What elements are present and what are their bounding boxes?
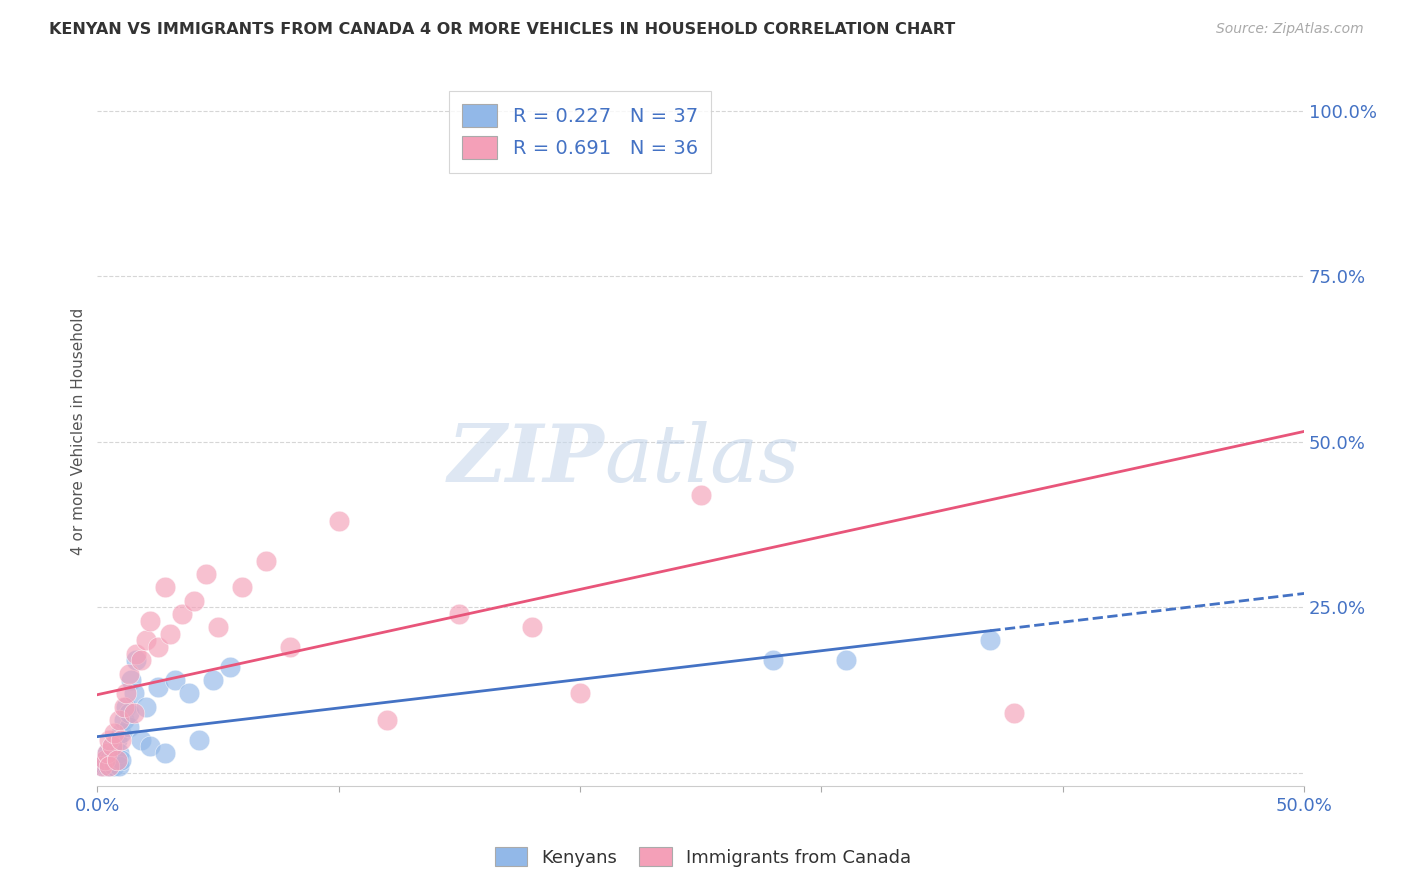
Point xyxy=(105,753,128,767)
Point xyxy=(96,746,118,760)
Point xyxy=(177,686,200,700)
Point xyxy=(163,673,186,688)
Point xyxy=(125,653,148,667)
Point xyxy=(762,653,785,667)
Text: ZIP: ZIP xyxy=(447,421,605,499)
Point xyxy=(231,581,253,595)
Point xyxy=(115,699,138,714)
Text: Source: ZipAtlas.com: Source: ZipAtlas.com xyxy=(1216,22,1364,37)
Point xyxy=(520,620,543,634)
Text: KENYAN VS IMMIGRANTS FROM CANADA 4 OR MORE VEHICLES IN HOUSEHOLD CORRELATION CHA: KENYAN VS IMMIGRANTS FROM CANADA 4 OR MO… xyxy=(49,22,956,37)
Point xyxy=(103,726,125,740)
Point xyxy=(98,732,121,747)
Point xyxy=(328,514,350,528)
Point xyxy=(98,759,121,773)
Point xyxy=(101,739,124,754)
Point xyxy=(135,699,157,714)
Point xyxy=(689,488,711,502)
Point xyxy=(93,753,115,767)
Legend: R = 0.227   N = 37, R = 0.691   N = 36: R = 0.227 N = 37, R = 0.691 N = 36 xyxy=(449,91,711,172)
Point xyxy=(101,739,124,754)
Point xyxy=(108,713,131,727)
Point xyxy=(108,746,131,760)
Point xyxy=(118,706,141,721)
Point xyxy=(170,607,193,621)
Point xyxy=(108,759,131,773)
Point xyxy=(110,753,132,767)
Point xyxy=(118,719,141,733)
Point xyxy=(129,653,152,667)
Point xyxy=(187,732,209,747)
Point xyxy=(110,726,132,740)
Point xyxy=(112,699,135,714)
Point xyxy=(91,759,114,773)
Point xyxy=(118,666,141,681)
Point xyxy=(120,673,142,688)
Point xyxy=(122,706,145,721)
Point xyxy=(101,753,124,767)
Point xyxy=(280,640,302,654)
Point xyxy=(103,759,125,773)
Point xyxy=(449,607,471,621)
Point xyxy=(207,620,229,634)
Legend: Kenyans, Immigrants from Canada: Kenyans, Immigrants from Canada xyxy=(488,840,918,874)
Text: atlas: atlas xyxy=(605,421,800,499)
Point xyxy=(183,593,205,607)
Point xyxy=(96,759,118,773)
Point xyxy=(219,660,242,674)
Point xyxy=(375,713,398,727)
Point xyxy=(98,759,121,773)
Point xyxy=(153,746,176,760)
Point xyxy=(105,753,128,767)
Point xyxy=(146,680,169,694)
Point xyxy=(254,554,277,568)
Point xyxy=(122,686,145,700)
Point xyxy=(110,732,132,747)
Point xyxy=(105,732,128,747)
Point xyxy=(194,567,217,582)
Point xyxy=(979,633,1001,648)
Point xyxy=(112,713,135,727)
Point xyxy=(153,581,176,595)
Point xyxy=(98,753,121,767)
Point xyxy=(139,739,162,754)
Point xyxy=(1004,706,1026,721)
Point xyxy=(159,627,181,641)
Point xyxy=(146,640,169,654)
Point xyxy=(569,686,592,700)
Point xyxy=(96,746,118,760)
Point xyxy=(93,759,115,773)
Point xyxy=(202,673,225,688)
Point xyxy=(91,759,114,773)
Point xyxy=(115,686,138,700)
Point xyxy=(93,753,115,767)
Point xyxy=(125,647,148,661)
Point xyxy=(834,653,856,667)
Point xyxy=(139,614,162,628)
Y-axis label: 4 or more Vehicles in Household: 4 or more Vehicles in Household xyxy=(72,308,86,556)
Point xyxy=(129,732,152,747)
Point xyxy=(103,746,125,760)
Point xyxy=(135,633,157,648)
